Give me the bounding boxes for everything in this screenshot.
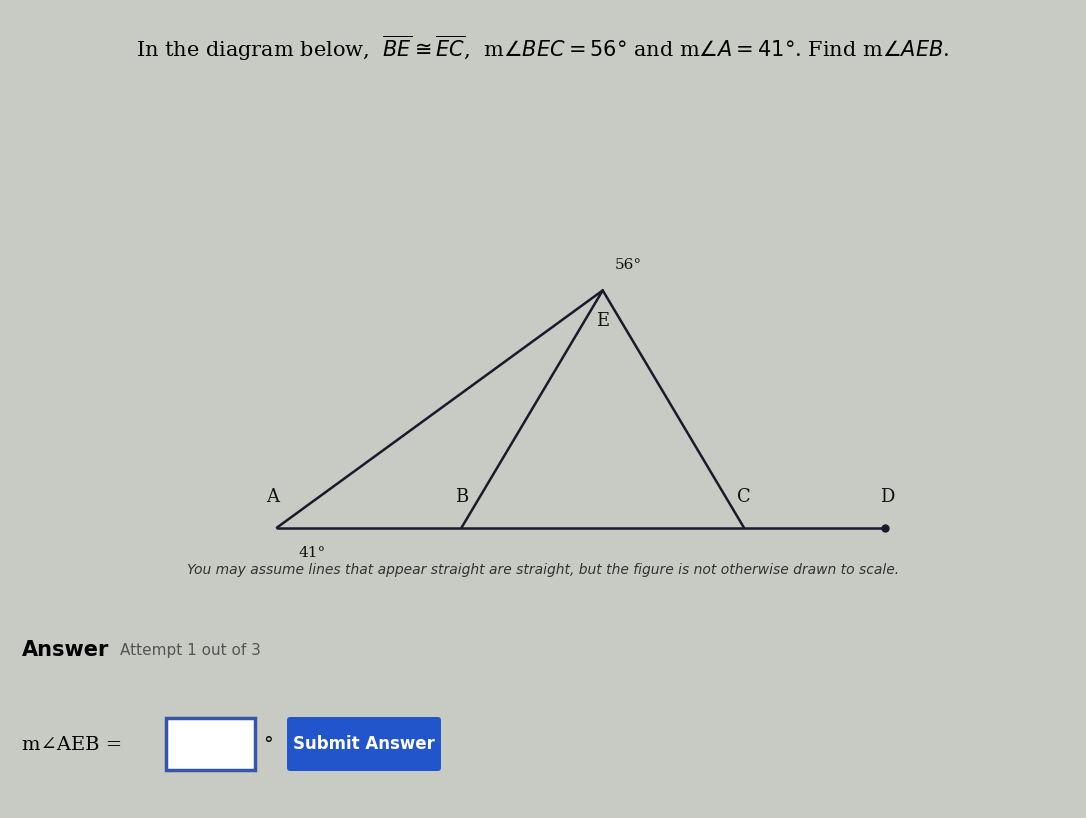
Text: °: °: [263, 735, 273, 754]
Text: Submit Answer: Submit Answer: [293, 735, 434, 753]
Text: B: B: [455, 488, 468, 506]
Text: Answer: Answer: [22, 640, 110, 660]
Text: 41°: 41°: [299, 546, 326, 560]
Text: You may assume lines that appear straight are straight, but the figure is not ot: You may assume lines that appear straigh…: [187, 563, 899, 577]
Text: 56°: 56°: [615, 258, 642, 272]
Text: C: C: [737, 488, 750, 506]
FancyBboxPatch shape: [287, 717, 441, 771]
Text: E: E: [596, 312, 609, 330]
Text: m∠AEB =: m∠AEB =: [22, 736, 123, 754]
Text: D: D: [880, 488, 894, 506]
FancyBboxPatch shape: [166, 718, 255, 770]
Text: Attempt 1 out of 3: Attempt 1 out of 3: [119, 642, 261, 658]
Text: A: A: [266, 488, 279, 506]
Text: In the diagram below,  $\overline{BE} \cong \overline{EC}$,  m$\angle BEC = 56°$: In the diagram below, $\overline{BE} \co…: [136, 34, 950, 63]
